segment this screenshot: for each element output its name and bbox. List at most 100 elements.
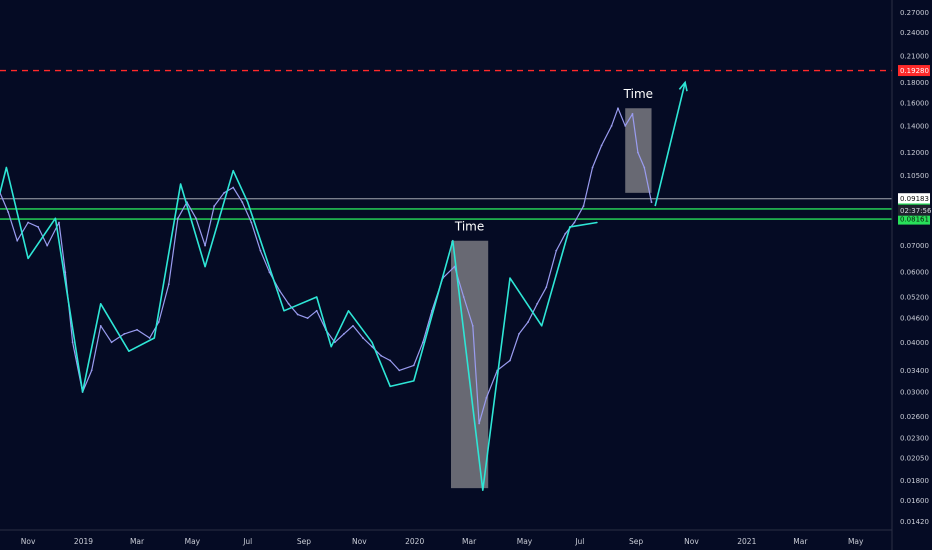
series-point [204,265,206,268]
series-point [232,186,235,189]
y-tick-label: 0.03000 [900,389,929,397]
series-point [268,271,271,274]
series-point [204,244,206,247]
time-axis[interactable]: Nov 2019 Mar May Jul Sep Nov 2020 Mar May Jul Sep No… [21,537,864,546]
series-point [478,422,481,425]
series-point [110,341,113,344]
series-point [452,240,454,242]
series-point [58,221,60,224]
series-point [343,332,345,335]
series-point [610,124,613,127]
series-point [352,324,354,327]
series-point [287,302,290,305]
series-point [283,310,285,312]
y-tick-label: 0.01420 [900,518,929,526]
series-point [247,201,249,203]
countdown-tag-label: 02:37:56 [900,207,932,215]
series-point [315,309,318,312]
y-tick-label: 0.02300 [900,434,929,442]
series-point [0,192,1,194]
series-point [179,183,182,185]
y-tick-label: 0.16000 [900,99,929,107]
series-point [7,211,10,213]
series-point [90,369,93,372]
x-tick-label: Mar [793,537,808,546]
series-point [46,244,49,247]
series-point [518,332,520,335]
price-tag-box [898,213,930,225]
series-point [482,489,484,491]
series-point [157,321,160,323]
horizontal-levels [0,69,892,220]
series-point [509,277,511,279]
series-point [296,313,299,316]
series-point [306,317,309,320]
x-tick-label: Nov [352,537,367,546]
price-tag-label: 0.09183 [900,195,929,203]
x-tick-label: May [848,537,864,546]
series-point [5,166,7,169]
series-point [569,226,571,228]
price-axis[interactable]: 0.27000 0.24000 0.21000 0.18000 0.16000 0.140… [900,9,929,526]
series-point [509,359,511,362]
y-tick-label: 0.06000 [900,269,929,277]
series-point [389,385,391,387]
series-point [380,354,383,357]
price-tag-box [898,65,930,77]
y-tick-label: 0.01600 [900,497,929,505]
y-tick-label: 0.14000 [900,122,929,130]
series-point [250,221,253,224]
price-tag-label: 0.19280 [900,67,929,75]
y-tick-label: 0.24000 [900,29,929,37]
x-tick-label: Mar [130,537,145,546]
x-tick-label: Jul [574,537,584,546]
series-point [195,217,197,220]
series-point [527,321,530,323]
series-point [624,124,627,127]
series-point [564,232,567,235]
series-point [167,283,170,286]
series-point [223,191,226,194]
series-point [591,166,594,169]
series-point [541,325,543,327]
y-tick-label: 0.04600 [900,315,929,323]
series-point [596,221,598,224]
series-point [99,324,102,327]
y-tick-label: 0.04000 [900,339,929,347]
series-point [64,271,67,274]
series-point [136,328,138,331]
series-point [413,380,415,382]
series-point [330,346,332,348]
series-point [347,310,350,312]
series-point [600,144,603,147]
countdown-tag-box [898,204,930,216]
series-point [471,324,474,327]
series-point [398,369,401,372]
x-tick-label: Jul [242,537,252,546]
series-point [54,217,56,219]
y-tick-label: 0.07000 [900,242,929,250]
series-point [71,341,74,344]
series-point [371,345,373,348]
y-tick-label: 0.02050 [900,454,929,462]
series-point [536,302,539,305]
series-point [485,396,488,399]
x-tick-label: 2019 [74,537,93,546]
projection-arrow-line [654,82,686,207]
series-point [27,257,29,260]
series-point [259,249,262,252]
series-point [153,337,155,339]
y-tick-label: 0.21000 [900,52,929,60]
series-point [412,364,415,367]
x-tick-label: 2021 [737,537,756,546]
series-point [27,221,30,224]
x-tick-label: Sep [297,537,311,546]
series-point [123,332,126,335]
series-point [278,289,281,292]
series-point [389,359,392,362]
series-point [148,337,151,339]
series-point [213,205,216,207]
y-tick-label: 0.03400 [900,367,929,375]
